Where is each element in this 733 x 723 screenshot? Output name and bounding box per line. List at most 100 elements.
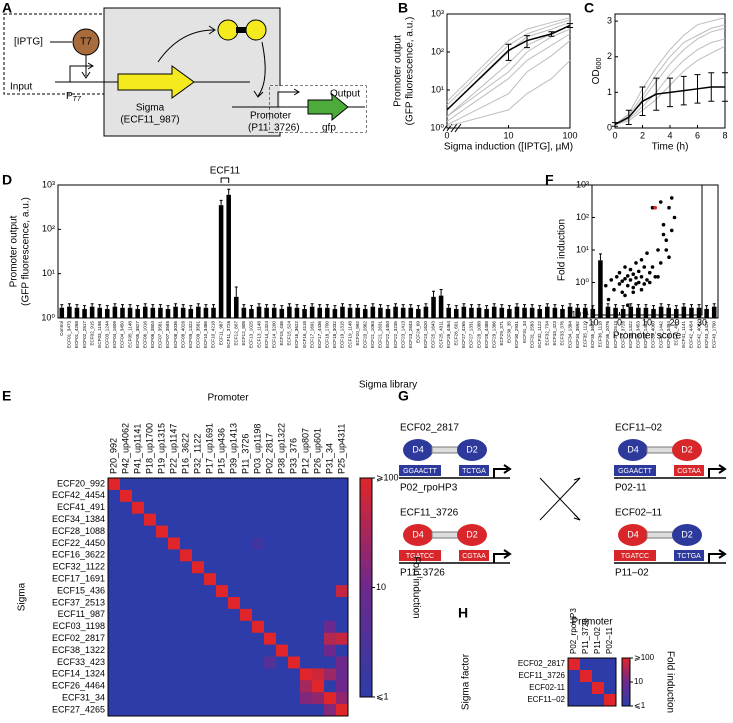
heatmap-cell bbox=[264, 656, 277, 669]
row-label: ECF02_2817 bbox=[52, 633, 105, 643]
colorbar-segment bbox=[622, 677, 630, 679]
x-tick-label: ECF38_1322 bbox=[628, 321, 633, 349]
d4-domain bbox=[403, 439, 433, 461]
colorbar-tick-label: ⩾100 bbox=[376, 472, 399, 482]
x-tick-label: ECF22_4450 bbox=[385, 321, 390, 349]
x-tick-label: ECF43_1700 bbox=[711, 321, 716, 349]
heatmap-cell bbox=[312, 656, 325, 669]
heatmap-cell bbox=[180, 489, 193, 503]
row-label: ECF42_4454 bbox=[52, 490, 105, 500]
bar bbox=[423, 306, 429, 318]
plot-frame bbox=[57, 184, 719, 319]
column-label: P33_376 bbox=[288, 438, 298, 474]
heatmap-cell bbox=[168, 620, 181, 634]
heatmap-cell bbox=[252, 704, 265, 717]
error-bar bbox=[680, 75, 687, 106]
bar bbox=[264, 307, 269, 318]
row-label: ECF16_3622 bbox=[52, 550, 105, 560]
heatmap-cell bbox=[204, 525, 217, 538]
heatmap-cell bbox=[240, 489, 253, 503]
bar bbox=[491, 306, 497, 318]
colorbar-segment bbox=[360, 527, 372, 534]
heatmap-cell bbox=[120, 573, 133, 586]
row-label: ECF37_2513 bbox=[52, 597, 105, 607]
heatmap-cell bbox=[228, 478, 241, 491]
scatter-point bbox=[628, 267, 633, 272]
heatmap-cell bbox=[156, 537, 169, 550]
heatmap-cell bbox=[168, 692, 181, 705]
x-tick-label: 0 bbox=[444, 130, 449, 140]
scatter-point bbox=[636, 269, 641, 274]
error-bar bbox=[257, 303, 261, 307]
heatmap-cell bbox=[324, 537, 337, 550]
heatmap-cell bbox=[108, 489, 121, 503]
heatmap-cell bbox=[336, 501, 349, 515]
error-bar bbox=[105, 305, 109, 309]
colorbar-segment bbox=[622, 666, 630, 668]
heatmap-cell bbox=[120, 501, 133, 515]
colorbar-segment bbox=[622, 698, 630, 701]
heatmap-cell bbox=[216, 632, 229, 645]
heatmap-cell bbox=[336, 585, 349, 598]
heatmap-cell bbox=[120, 585, 133, 598]
error-bar bbox=[151, 304, 155, 308]
x-tick-label: ECF20_2862 bbox=[362, 321, 367, 349]
bar bbox=[203, 307, 209, 318]
x-tick-label: ECF36_1118 bbox=[598, 321, 603, 348]
scatter-point bbox=[625, 303, 630, 308]
scatter-point bbox=[634, 275, 638, 280]
arrow bbox=[157, 29, 215, 63]
heatmap-cell bbox=[120, 513, 133, 526]
bar bbox=[620, 308, 626, 318]
tss-arrow bbox=[708, 549, 727, 563]
heatmap-cell bbox=[192, 608, 205, 622]
error-bar bbox=[204, 304, 208, 308]
heatmap-cell bbox=[264, 489, 277, 503]
colorbar-segment bbox=[360, 647, 372, 654]
heatmap-cell bbox=[592, 682, 605, 695]
heatmap-cell bbox=[108, 478, 121, 491]
d4: D4 bbox=[627, 444, 639, 454]
x-axis-label: Time (h) bbox=[652, 142, 689, 153]
column-label: P02–11 bbox=[605, 626, 614, 654]
heatmap-cell bbox=[132, 561, 145, 574]
heatmap-cell bbox=[336, 561, 349, 574]
bar bbox=[582, 307, 588, 318]
y-tick-label: 10⁻¹ bbox=[571, 309, 589, 319]
heatmap-cell bbox=[228, 549, 241, 562]
x-tick-label: ECF21_2631 bbox=[378, 321, 383, 349]
x-tick-label: ECF43_3427 bbox=[704, 321, 709, 349]
heatmap-cell bbox=[144, 608, 157, 622]
x-tick-label: ECF17_1691 bbox=[309, 321, 314, 349]
heatmap-cell bbox=[300, 608, 313, 622]
heatmap-cell bbox=[312, 620, 325, 634]
d2: D2 bbox=[466, 529, 478, 539]
x-tick-label: ECF35_3628 bbox=[590, 321, 595, 349]
heatmap-cell bbox=[312, 597, 325, 610]
scatter-point bbox=[614, 274, 619, 279]
column-label: P02_rpoHP3 bbox=[569, 608, 578, 654]
heatmap-cell bbox=[288, 668, 301, 681]
heatmap-cell bbox=[204, 644, 217, 657]
d2: D2 bbox=[681, 529, 693, 539]
heatmap-cell bbox=[300, 704, 313, 717]
tss-arrow bbox=[493, 549, 512, 563]
heatmap-cell bbox=[216, 561, 229, 574]
error-bar bbox=[249, 305, 253, 309]
heatmap-cell bbox=[240, 644, 253, 657]
row-label: ECF02_2817 bbox=[518, 659, 566, 668]
line-series bbox=[446, 28, 571, 117]
heatmap-cell bbox=[336, 597, 349, 610]
heatmap-cell bbox=[312, 632, 325, 645]
heatmap-cell bbox=[120, 478, 133, 491]
bar bbox=[674, 308, 679, 318]
heatmap-cell bbox=[288, 656, 301, 669]
bar bbox=[696, 307, 702, 318]
bar bbox=[651, 308, 656, 318]
error-bar bbox=[287, 303, 291, 307]
y-tick-label: 10² bbox=[431, 46, 444, 56]
error-bar bbox=[567, 23, 573, 29]
heatmap-cell bbox=[204, 632, 217, 645]
colorbar-segment bbox=[622, 678, 630, 680]
